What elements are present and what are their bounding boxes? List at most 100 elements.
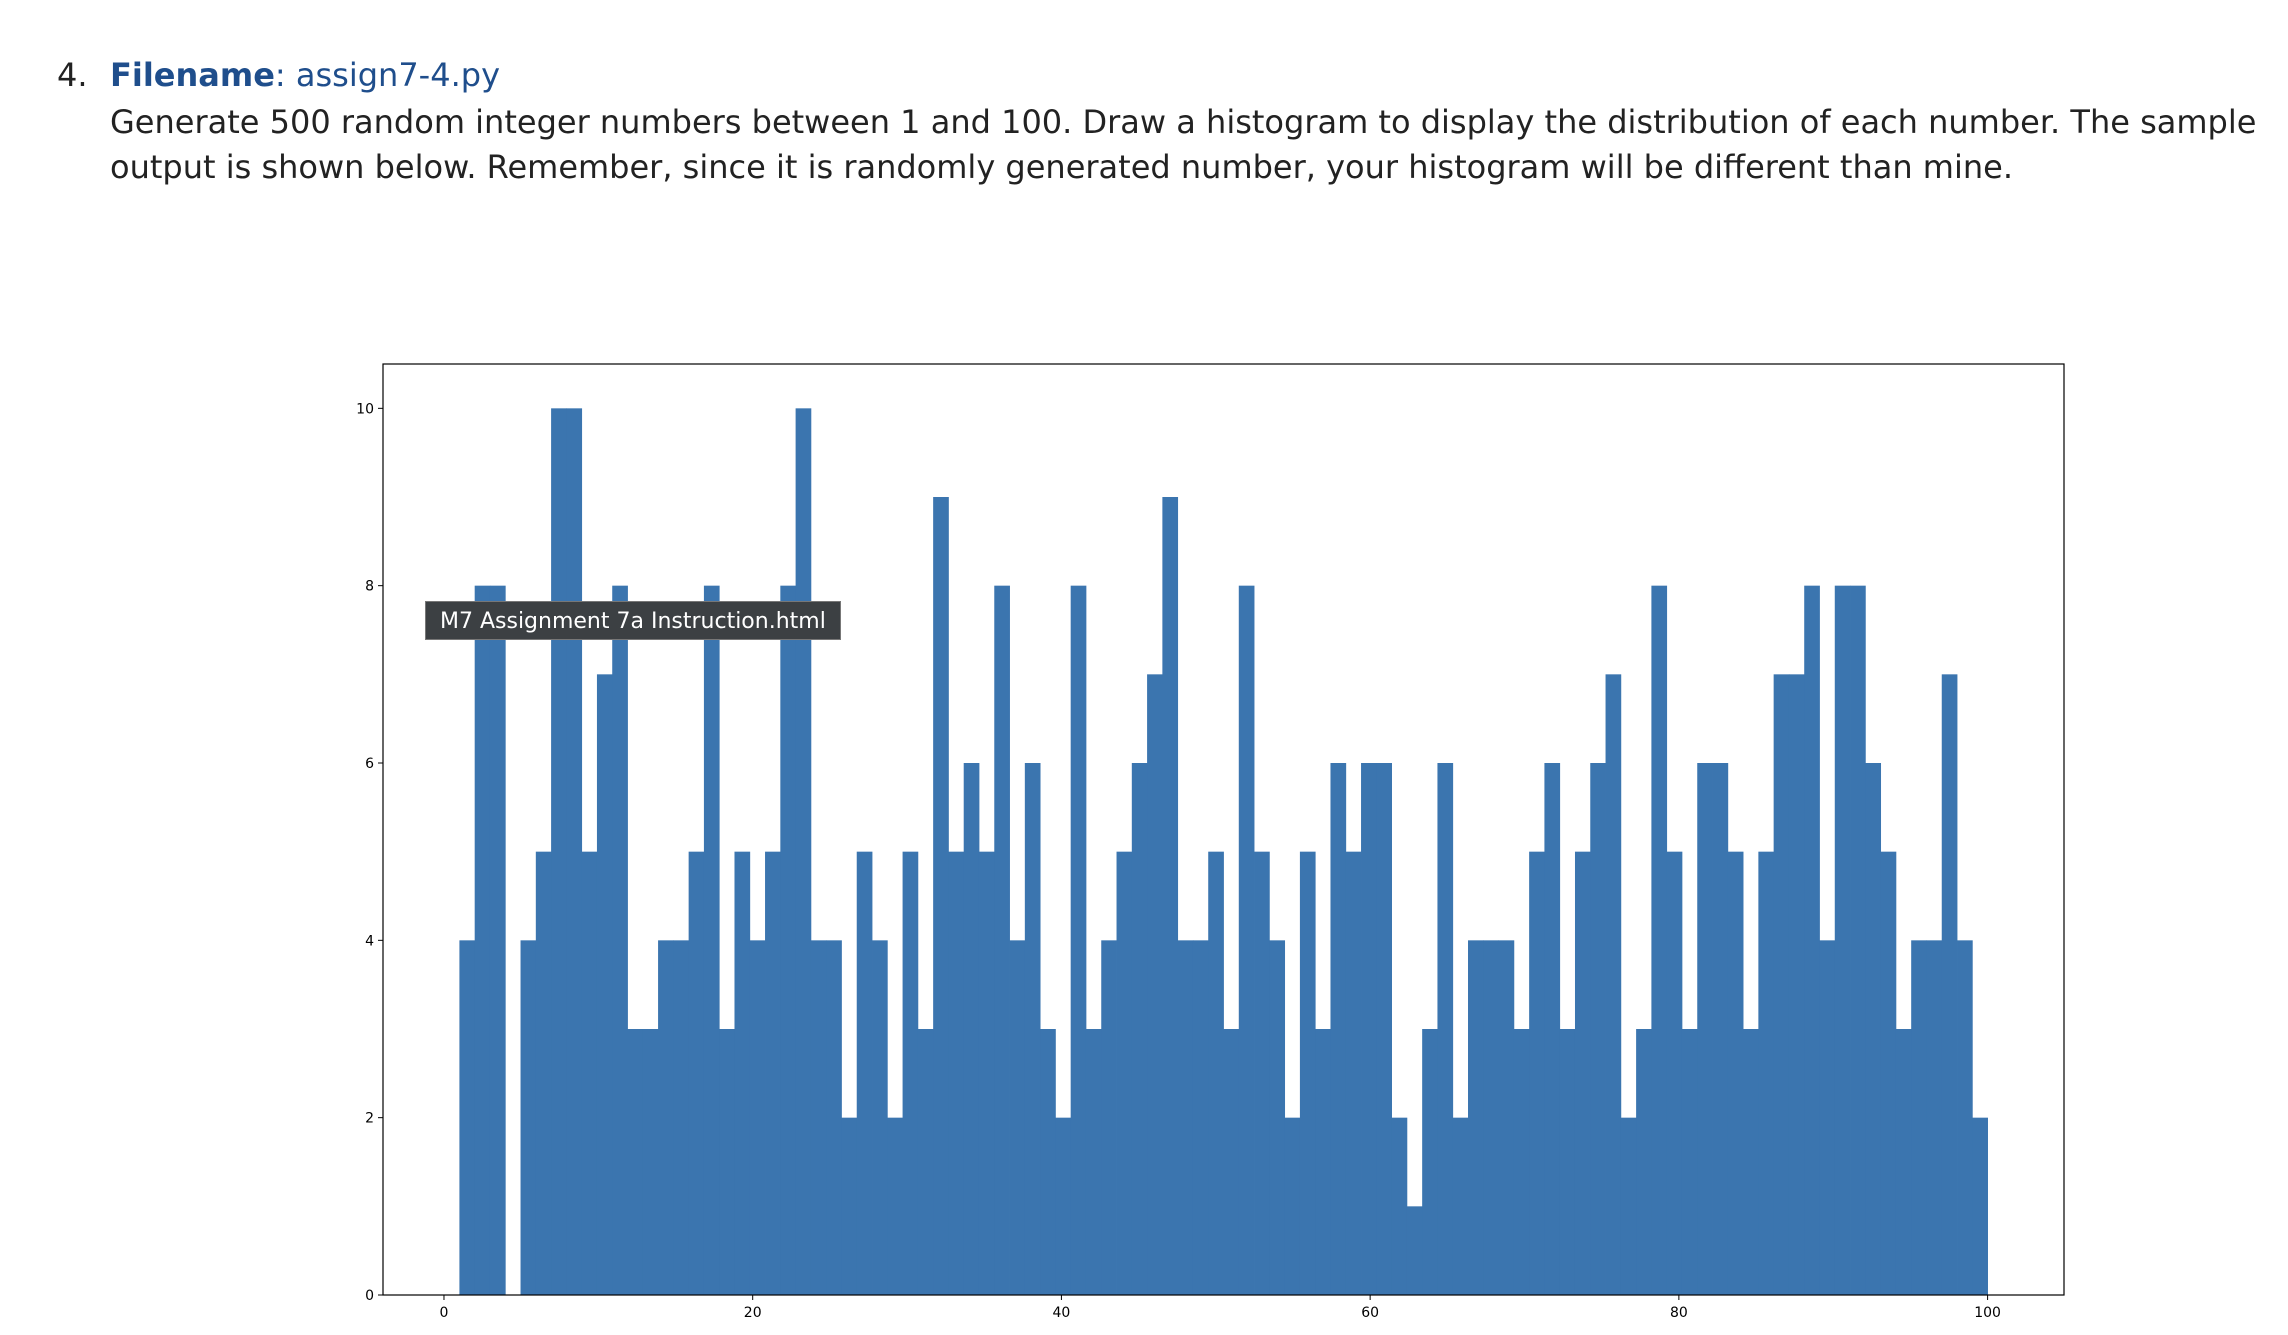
bar — [1697, 763, 1713, 1295]
y-tick-label: 6 — [365, 756, 374, 772]
bar — [978, 851, 995, 1295]
bar — [780, 585, 797, 1295]
bar — [1544, 763, 1561, 1295]
bar — [719, 1029, 735, 1295]
bar — [1192, 940, 1209, 1295]
bar — [1101, 940, 1117, 1295]
x-tick-label: 60 — [1361, 1305, 1379, 1321]
bar — [642, 1029, 659, 1295]
bar — [1040, 1029, 1056, 1295]
bar — [1529, 851, 1545, 1295]
bar — [1620, 1117, 1637, 1295]
bar — [1131, 763, 1148, 1295]
bar — [1391, 1117, 1408, 1295]
bar — [826, 940, 842, 1295]
bar — [1422, 1029, 1438, 1295]
bar — [1468, 940, 1484, 1295]
bar — [933, 497, 949, 1295]
y-tick-label: 2 — [365, 1111, 374, 1127]
bar — [1651, 585, 1668, 1295]
bar — [1284, 1117, 1301, 1295]
x-tick-label: 0 — [440, 1305, 449, 1321]
bar — [1299, 851, 1316, 1295]
bar — [703, 585, 720, 1295]
plot-frame — [382, 363, 2065, 1296]
bar — [551, 408, 567, 1295]
bar — [1972, 1117, 1988, 1295]
bar — [1513, 1029, 1530, 1295]
bar — [1223, 1029, 1240, 1295]
bar — [627, 1029, 644, 1295]
list-number: 4. — [57, 56, 88, 94]
bar — [520, 940, 537, 1295]
bar — [1743, 1029, 1759, 1295]
bar — [1590, 763, 1606, 1295]
bar — [1865, 763, 1882, 1295]
bar — [1147, 674, 1163, 1295]
bar — [1437, 763, 1454, 1295]
bar — [1024, 763, 1041, 1295]
bar — [1254, 851, 1270, 1295]
bar — [963, 763, 980, 1295]
separator: : — [274, 56, 286, 94]
bar — [612, 585, 628, 1295]
bar — [1819, 940, 1836, 1295]
bar — [917, 1029, 934, 1295]
y-tick-label: 4 — [365, 933, 374, 949]
bar — [994, 585, 1010, 1295]
filename: assign7-4.py — [295, 56, 500, 94]
bar — [749, 940, 766, 1295]
filename-line: Filename: assign7-4.py — [110, 56, 500, 94]
bar — [1773, 674, 1790, 1295]
bar — [596, 674, 613, 1295]
bar — [1116, 851, 1133, 1295]
bar — [1361, 763, 1377, 1295]
y-tick-label: 0 — [365, 1288, 374, 1304]
bar — [1681, 1029, 1698, 1295]
bar — [887, 1117, 903, 1295]
bar — [856, 851, 873, 1295]
bar — [841, 1117, 858, 1295]
bar — [1406, 1206, 1423, 1295]
bar — [734, 851, 751, 1295]
bar — [1208, 851, 1224, 1295]
bar — [1880, 851, 1897, 1295]
bar — [1957, 940, 1973, 1295]
bar — [688, 851, 705, 1295]
bar — [1850, 585, 1866, 1295]
bar — [673, 940, 690, 1295]
description: Generate 500 random integer numbers betw… — [110, 103, 2257, 186]
bar — [1009, 940, 1026, 1295]
bar — [872, 940, 888, 1295]
bar — [1911, 940, 1927, 1295]
bar — [1758, 851, 1775, 1295]
bar — [1498, 940, 1515, 1295]
bar — [1926, 940, 1943, 1295]
bar — [1085, 1029, 1102, 1295]
bar — [1834, 585, 1851, 1295]
bar — [1055, 1117, 1072, 1295]
bar — [1727, 851, 1744, 1295]
x-tick-label: 80 — [1670, 1305, 1688, 1321]
bar — [1788, 674, 1805, 1295]
bar — [1238, 585, 1255, 1295]
bar — [1177, 940, 1194, 1295]
x-tick-label: 40 — [1053, 1305, 1071, 1321]
bar — [474, 585, 491, 1295]
bar — [489, 585, 506, 1295]
bar — [1162, 497, 1179, 1295]
bar — [1269, 940, 1286, 1295]
bar — [765, 851, 781, 1295]
bar — [459, 940, 476, 1295]
bar — [1895, 1029, 1912, 1295]
bar — [1574, 851, 1591, 1295]
bar — [1559, 1029, 1576, 1295]
bar — [1605, 674, 1622, 1295]
bar — [1452, 1117, 1469, 1295]
y-tick-label: 10 — [356, 401, 374, 417]
bar — [1345, 851, 1362, 1295]
bar — [948, 851, 965, 1295]
bar — [566, 408, 583, 1295]
